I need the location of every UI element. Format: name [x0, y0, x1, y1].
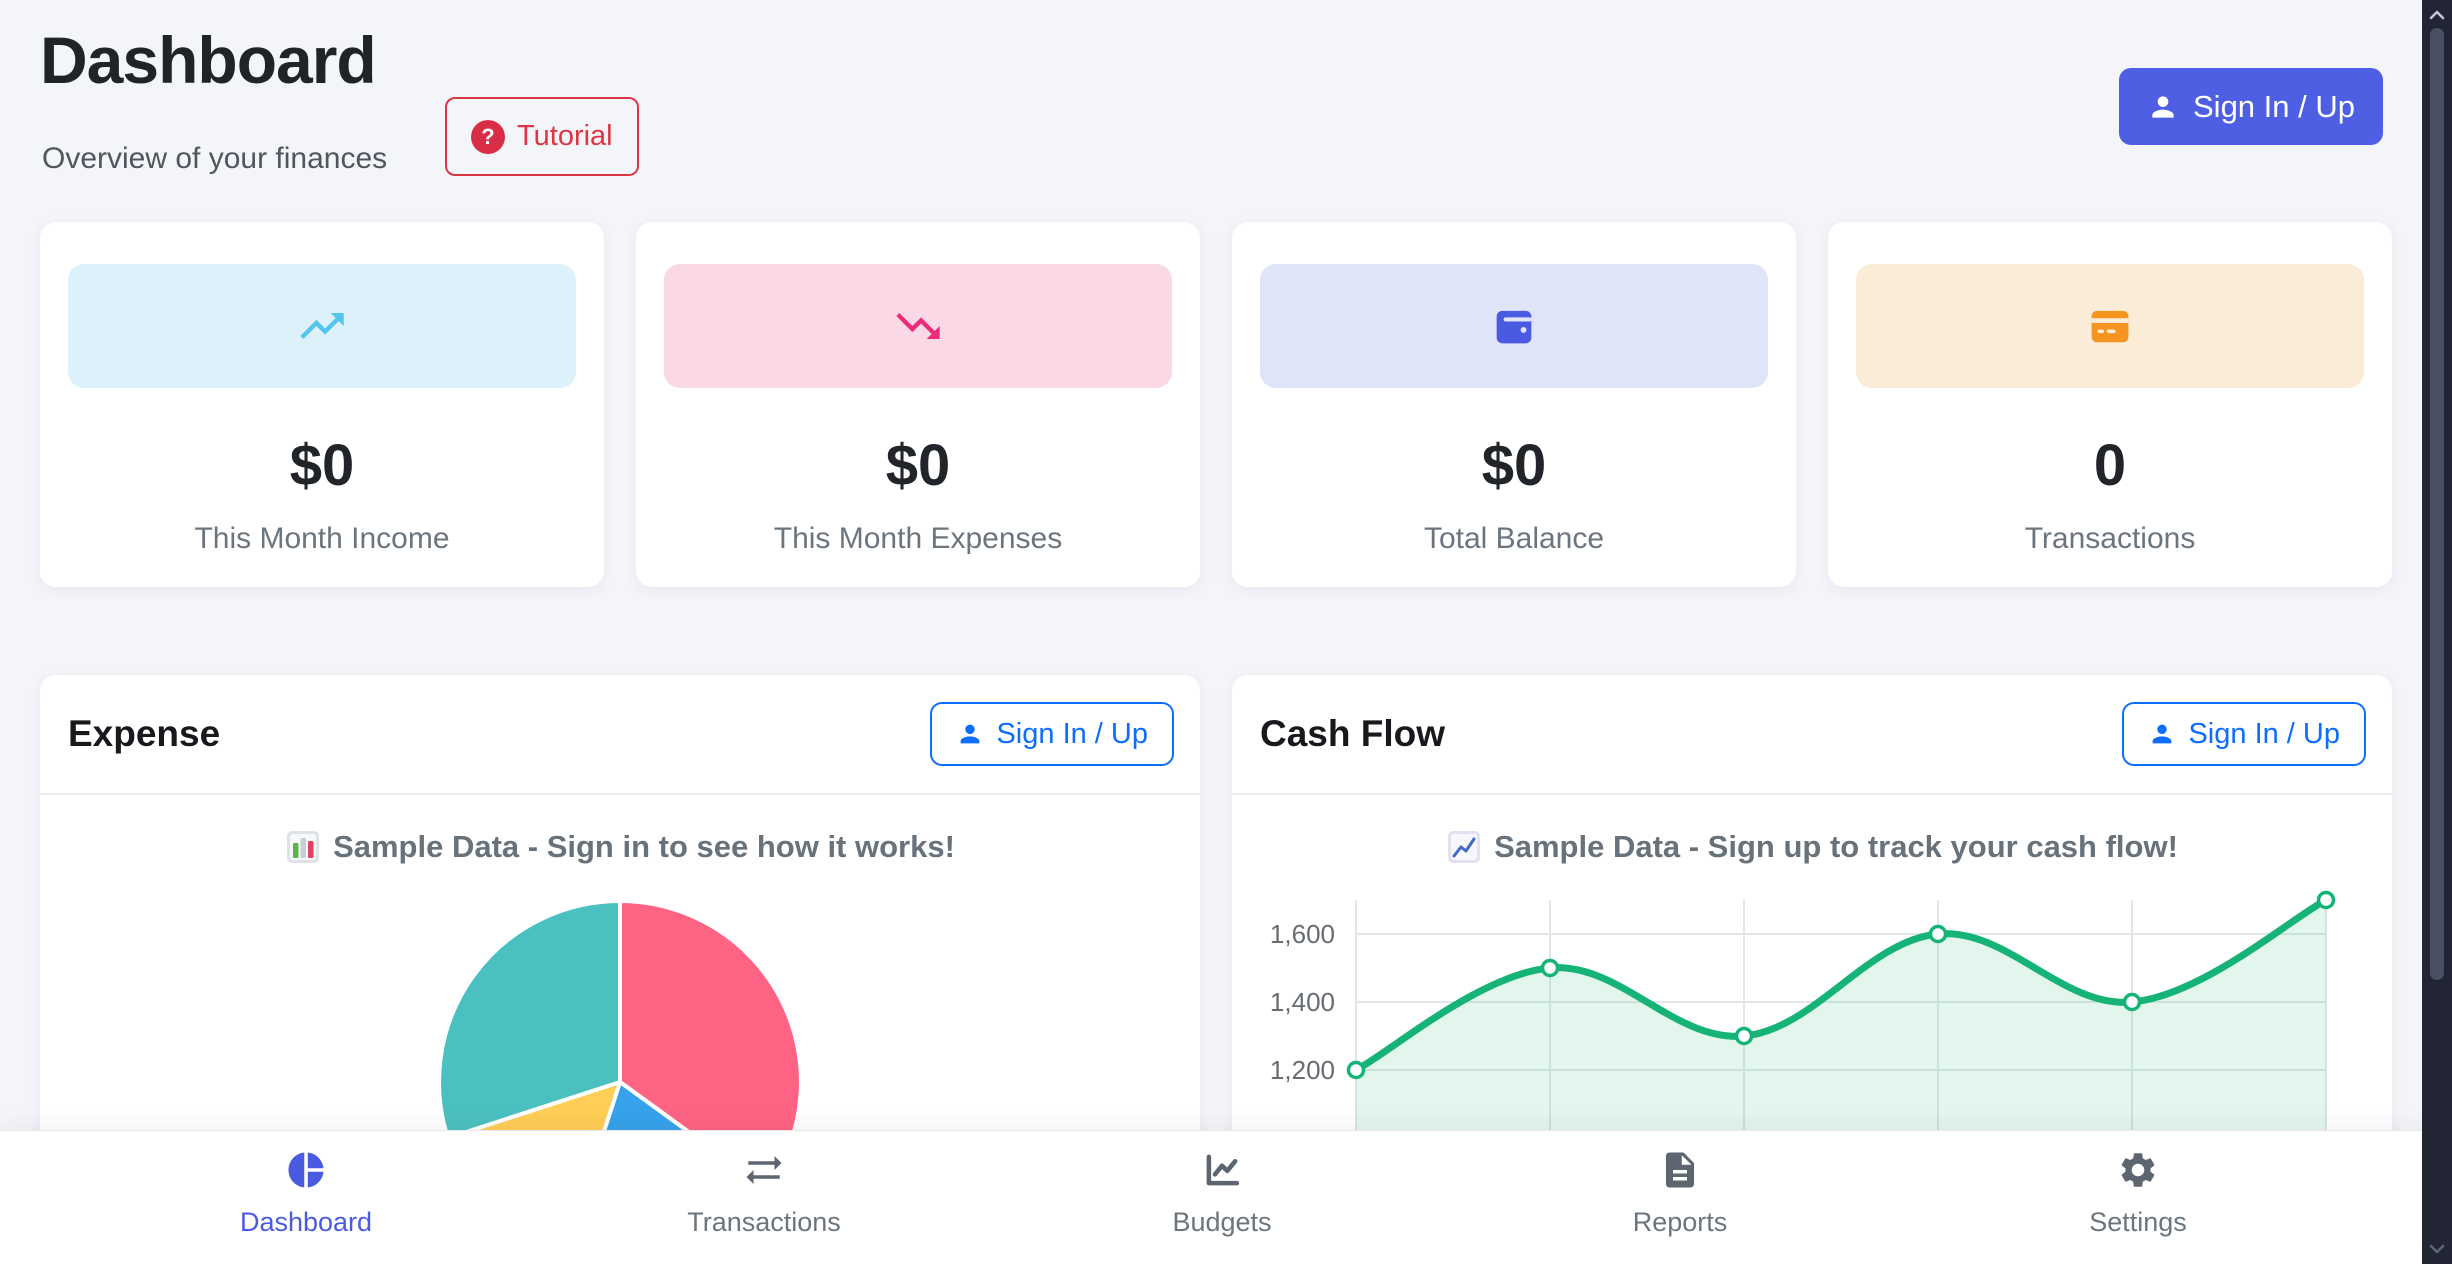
wallet-icon: [1496, 310, 1532, 344]
balance-label: Total Balance: [1423, 522, 1605, 555]
scroll-down-icon[interactable]: [2427, 1242, 2447, 1256]
stat-card-income: $0 This Month Income: [40, 222, 604, 587]
svg-text:1,600: 1,600: [1270, 919, 1335, 949]
signin-label: Sign In / Up: [2193, 88, 2355, 124]
cashflow-panel-header: Cash Flow Sign In / Up: [1232, 675, 2392, 795]
expenses-label: This Month Expenses: [773, 522, 1063, 555]
file-text-icon: [1666, 1152, 1694, 1188]
income-banner: [68, 264, 576, 388]
vertical-scrollbar: [2422, 0, 2452, 1264]
nav-label-dashboard: Dashboard: [239, 1207, 373, 1237]
tutorial-button[interactable]: ? Tutorial: [445, 97, 639, 176]
scroll-up-icon[interactable]: [2427, 8, 2447, 22]
svg-text:1,200: 1,200: [1270, 1055, 1335, 1085]
signin-button-expense[interactable]: Sign In / Up: [930, 702, 1174, 766]
nav-label-budgets: Budgets: [1172, 1207, 1272, 1237]
expense-sample-note: Sample Data - Sign in to see how it work…: [40, 829, 1200, 865]
nav-label-reports: Reports: [1632, 1207, 1728, 1237]
balance-banner: [1260, 264, 1768, 388]
person-icon: [961, 724, 980, 744]
signin-button-cashflow[interactable]: Sign In / Up: [2122, 702, 2366, 766]
svg-text:1,400: 1,400: [1270, 987, 1335, 1017]
pie-chart-icon: [288, 1152, 324, 1188]
nav-item-budgets[interactable]: Budgets: [1092, 1149, 1352, 1238]
person-icon: [2153, 724, 2172, 744]
page-title: Dashboard: [40, 23, 377, 97]
signin-label: Sign In / Up: [996, 717, 1148, 750]
balance-value: $0: [1481, 433, 1547, 498]
nav-label-transactions: Transactions: [687, 1207, 841, 1237]
income-label: This Month Income: [194, 522, 450, 555]
income-value: $0: [289, 433, 355, 498]
page-subtitle: Overview of your finances: [42, 142, 388, 175]
credit-card-icon: [2091, 310, 2129, 343]
cashflow-sample-note: Sample Data - Sign up to track your cash…: [1232, 829, 2392, 865]
expense-title: Expense: [68, 713, 221, 754]
stat-card-balance: $0 Total Balance: [1232, 222, 1796, 587]
cashflow-title: Cash Flow: [1260, 713, 1446, 754]
bottom-nav: Dashboard Transactions Budgets Reports S…: [0, 1130, 2422, 1264]
expenses-banner: [664, 264, 1172, 388]
nav-item-settings[interactable]: Settings: [2008, 1149, 2268, 1238]
signin-label: Sign In / Up: [2188, 717, 2340, 750]
trending-up-icon: [300, 313, 344, 339]
stat-card-expenses: $0 This Month Expenses: [636, 222, 1200, 587]
graph-icon: [1206, 1154, 1240, 1186]
nav-label-settings: Settings: [2089, 1207, 2187, 1237]
swap-arrows-icon: [746, 1156, 782, 1184]
expenses-value: $0: [885, 433, 951, 498]
tutorial-label: Tutorial: [517, 120, 613, 152]
nav-item-reports[interactable]: Reports: [1550, 1149, 1810, 1238]
signin-button-header[interactable]: Sign In / Up: [2119, 68, 2383, 145]
bar-chart-emoji: [287, 831, 320, 863]
transactions-value: 0: [2093, 433, 2127, 498]
nav-item-transactions[interactable]: Transactions: [634, 1149, 894, 1238]
question-circle-icon: ?: [471, 119, 505, 154]
transactions-label: Transactions: [2024, 522, 2196, 555]
scrollbar-thumb[interactable]: [2430, 28, 2444, 980]
gear-icon: [2121, 1153, 2155, 1187]
nav-item-dashboard[interactable]: Dashboard: [176, 1149, 436, 1238]
trending-down-icon: [896, 313, 940, 339]
stat-card-transactions: 0 Transactions: [1828, 222, 2392, 587]
person-icon: [2152, 95, 2174, 118]
transactions-banner: [1856, 264, 2364, 388]
chart-increasing-emoji: [1448, 831, 1481, 863]
expense-panel-header: Expense Sign In / Up: [40, 675, 1200, 795]
